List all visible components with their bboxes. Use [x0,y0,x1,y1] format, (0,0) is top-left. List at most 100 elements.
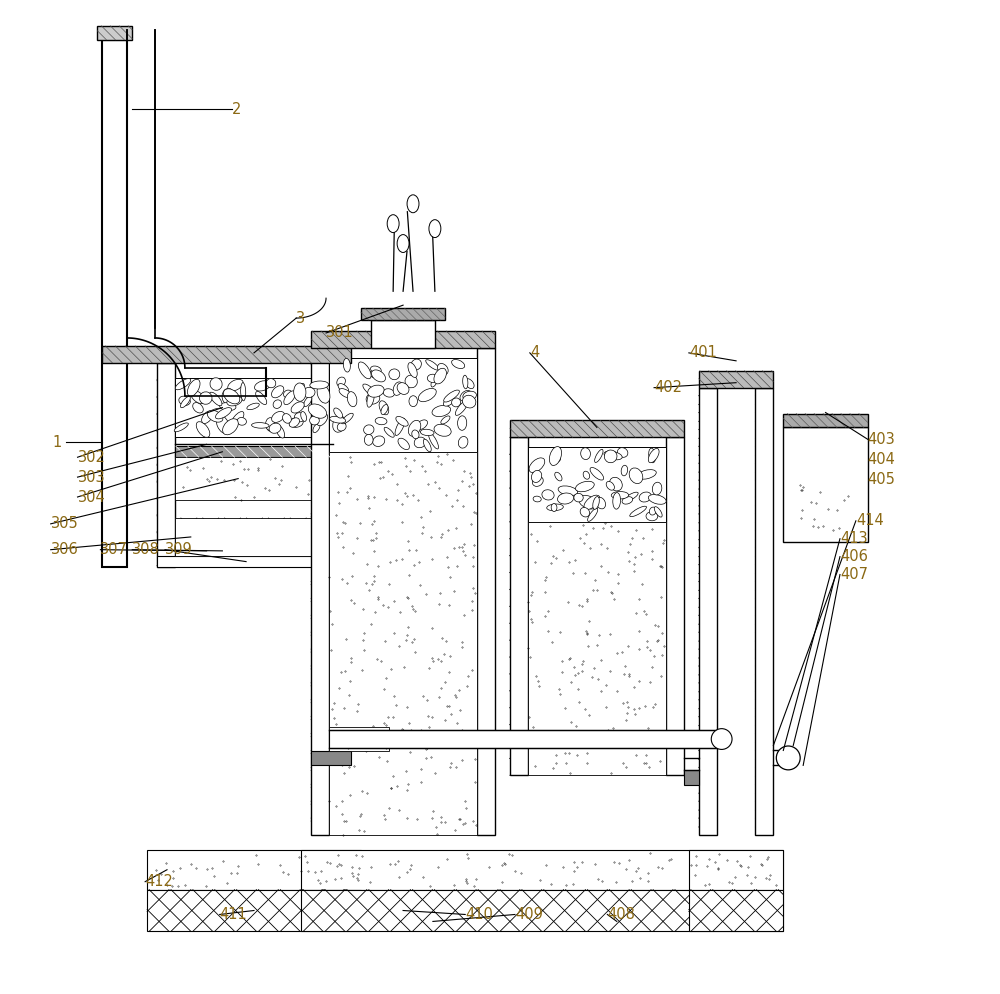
Ellipse shape [272,412,285,422]
Ellipse shape [216,415,229,433]
Ellipse shape [252,422,269,428]
Ellipse shape [405,375,417,388]
Ellipse shape [611,491,629,499]
Bar [371,320,435,348]
Ellipse shape [609,477,622,491]
Ellipse shape [408,363,417,378]
Text: 1: 1 [53,434,62,450]
Ellipse shape [588,508,598,522]
Ellipse shape [381,405,388,414]
Ellipse shape [434,368,446,384]
Ellipse shape [272,386,284,398]
Ellipse shape [207,411,223,422]
Ellipse shape [301,412,307,421]
Ellipse shape [583,471,590,479]
Ellipse shape [420,429,434,435]
Ellipse shape [294,383,306,402]
Text: 406: 406 [840,549,868,565]
Ellipse shape [267,419,275,431]
Text: 411: 411 [220,907,247,922]
Ellipse shape [343,359,350,372]
Bar [102,40,127,567]
Ellipse shape [429,220,441,238]
Text: 3: 3 [296,310,305,326]
Ellipse shape [555,472,562,481]
Bar [329,358,477,452]
Ellipse shape [533,496,541,502]
Ellipse shape [237,417,246,425]
Ellipse shape [384,427,394,437]
Ellipse shape [458,436,468,448]
Ellipse shape [621,465,628,476]
Ellipse shape [210,393,222,406]
Ellipse shape [223,418,238,434]
Bar [699,371,773,388]
Ellipse shape [551,504,557,512]
Ellipse shape [294,413,305,421]
Bar [783,414,868,427]
Text: 403: 403 [868,431,896,447]
Circle shape [776,746,800,769]
Ellipse shape [604,451,622,460]
Ellipse shape [649,448,656,463]
Ellipse shape [283,414,291,423]
Ellipse shape [455,401,468,415]
Ellipse shape [412,430,419,438]
Ellipse shape [175,379,191,390]
Ellipse shape [529,458,545,472]
Ellipse shape [584,495,600,509]
Ellipse shape [431,376,438,387]
Ellipse shape [227,396,242,406]
Ellipse shape [452,360,465,369]
Ellipse shape [174,422,188,431]
Ellipse shape [308,404,327,418]
Text: 405: 405 [868,471,896,487]
Ellipse shape [310,381,329,389]
Ellipse shape [397,383,409,395]
Ellipse shape [180,397,190,408]
Ellipse shape [295,384,304,393]
Bar [147,850,361,890]
Bar [175,378,333,437]
Ellipse shape [269,423,281,433]
Ellipse shape [364,424,374,434]
Bar [97,26,132,40]
Ellipse shape [458,415,467,430]
Ellipse shape [579,495,597,509]
Bar [175,457,333,500]
Ellipse shape [289,417,299,427]
Bar [361,308,445,320]
Ellipse shape [646,512,658,521]
Text: 2: 2 [232,101,241,117]
Ellipse shape [317,385,330,404]
Text: 402: 402 [654,380,682,396]
Ellipse shape [396,416,408,426]
Ellipse shape [284,390,292,398]
Ellipse shape [418,389,436,402]
Ellipse shape [291,402,304,414]
Bar [329,727,389,751]
Ellipse shape [590,467,604,480]
Ellipse shape [637,469,656,479]
Bar [175,446,333,457]
Ellipse shape [552,456,560,462]
Ellipse shape [379,401,389,414]
Ellipse shape [266,417,274,430]
Ellipse shape [372,370,385,382]
Ellipse shape [463,375,468,389]
Ellipse shape [416,419,427,429]
Text: 305: 305 [51,516,78,532]
Ellipse shape [337,422,346,431]
Ellipse shape [622,497,633,504]
Ellipse shape [408,420,421,436]
Ellipse shape [193,403,203,413]
Ellipse shape [375,417,387,424]
Ellipse shape [596,497,606,509]
Bar [329,730,717,748]
Ellipse shape [423,439,431,451]
Ellipse shape [411,359,421,370]
Bar [301,850,783,890]
Bar [684,770,699,785]
Ellipse shape [363,384,377,397]
Bar [147,890,361,931]
